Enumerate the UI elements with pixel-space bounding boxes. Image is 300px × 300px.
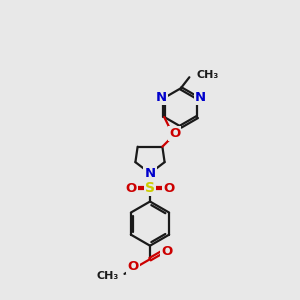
Text: O: O xyxy=(169,127,180,140)
Text: S: S xyxy=(145,181,155,195)
Text: O: O xyxy=(127,260,138,273)
Text: CH₃: CH₃ xyxy=(97,272,119,281)
Text: O: O xyxy=(163,182,175,194)
Text: N: N xyxy=(195,92,206,104)
Text: O: O xyxy=(162,245,173,258)
Text: CH₃: CH₃ xyxy=(196,70,218,80)
Text: O: O xyxy=(125,182,137,194)
Text: N: N xyxy=(156,92,167,104)
Text: N: N xyxy=(144,167,156,180)
